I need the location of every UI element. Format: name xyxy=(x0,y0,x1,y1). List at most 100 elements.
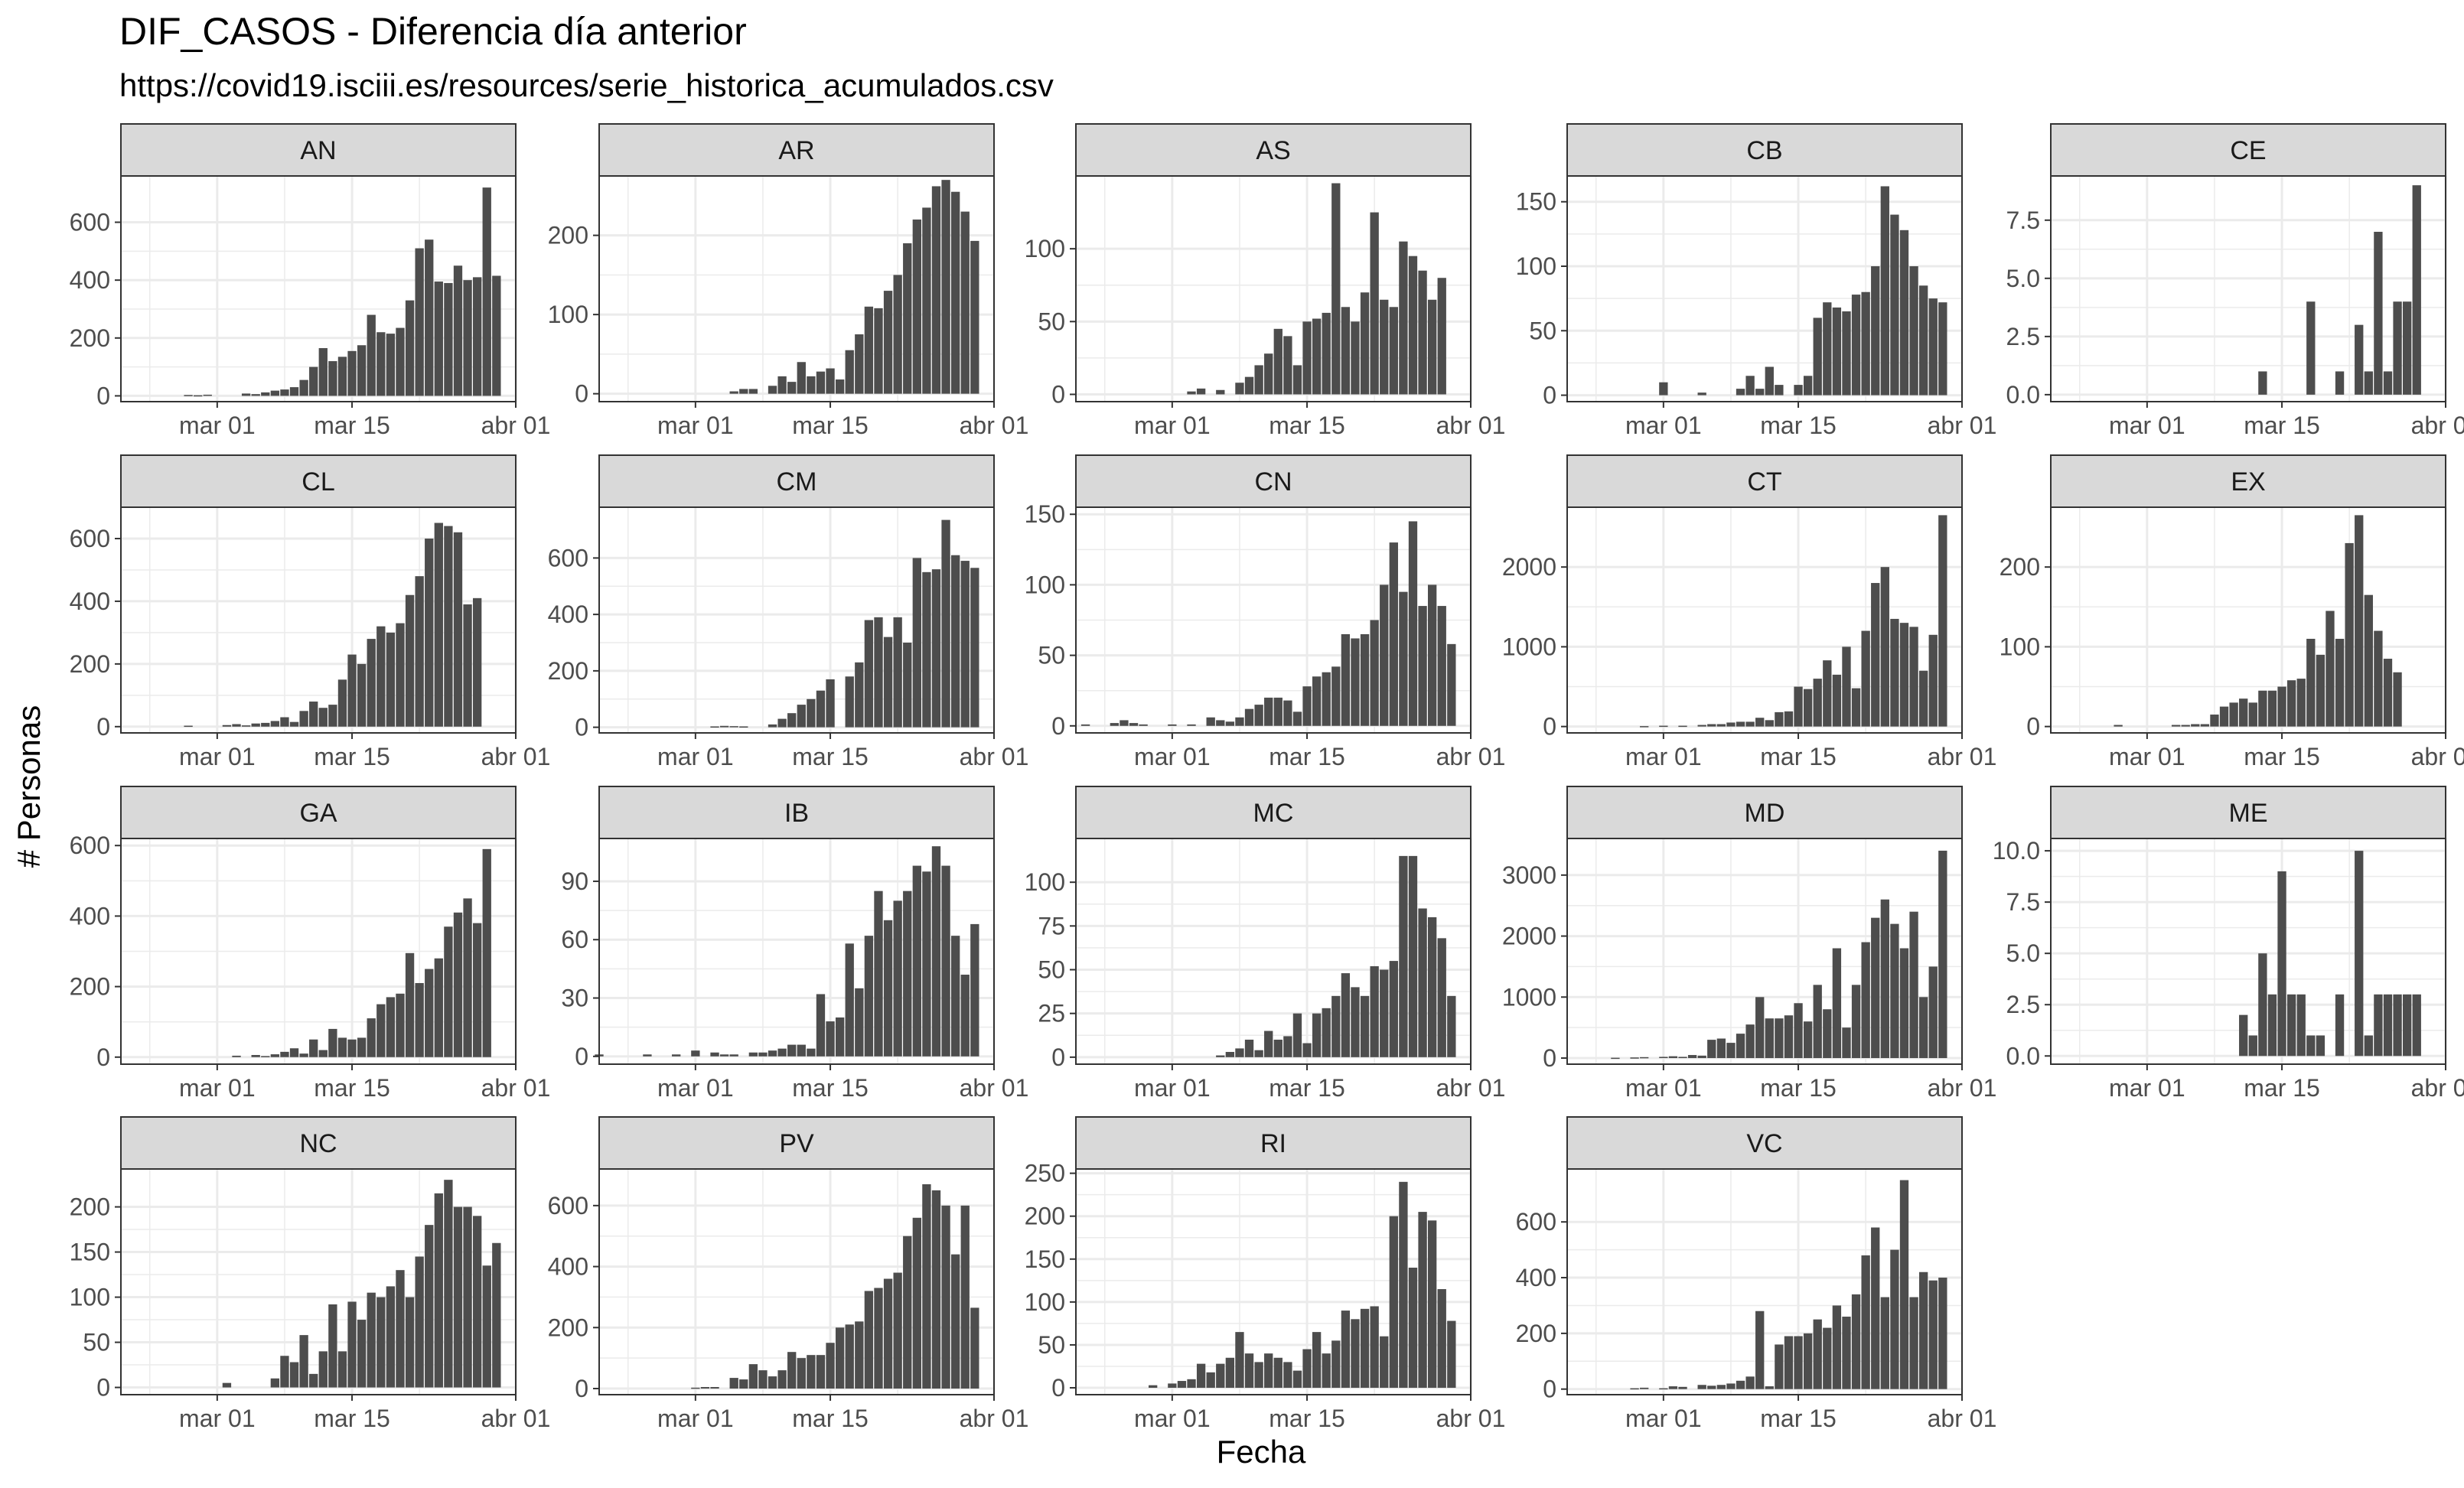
bar xyxy=(729,1054,738,1057)
bar xyxy=(318,1050,328,1057)
x-tick-label: mar 15 xyxy=(2244,743,2320,770)
facet-strip-label: AR xyxy=(778,136,814,165)
bar xyxy=(1630,1388,1639,1390)
y-tick-label: 90 xyxy=(561,868,588,895)
y-tick-label: 50 xyxy=(83,1329,110,1356)
y-tick-label: 100 xyxy=(1025,868,1065,896)
facet-strip xyxy=(1075,786,1472,839)
bar xyxy=(826,1343,835,1389)
bar xyxy=(1254,705,1263,726)
bar xyxy=(318,348,328,396)
y-tick-label: 0.0 xyxy=(2006,1042,2040,1070)
y-tick-label: 0 xyxy=(96,1044,110,1071)
bar xyxy=(1668,1056,1678,1059)
bar xyxy=(1755,389,1765,396)
facet-panel-cn: CN 0 50 100 150 mar 01 mar 15 abr 01 xyxy=(1025,454,1505,770)
bar xyxy=(1765,366,1774,396)
bar xyxy=(1736,389,1745,396)
bar xyxy=(251,394,260,396)
bar xyxy=(1380,584,1389,726)
bar xyxy=(950,555,960,728)
bar xyxy=(367,1292,376,1388)
bar xyxy=(405,594,415,727)
bar xyxy=(289,1048,299,1057)
bar xyxy=(482,848,491,1057)
panel-border xyxy=(1075,838,1472,1065)
bar xyxy=(855,988,864,1057)
bar xyxy=(1244,1353,1254,1389)
bar xyxy=(1842,311,1851,396)
y-tick-label: 0 xyxy=(1543,382,1556,409)
facet-strip-label: AN xyxy=(300,136,336,165)
bar xyxy=(2277,871,2286,1057)
bar xyxy=(643,1054,652,1057)
bar xyxy=(2316,1035,2325,1057)
bar xyxy=(1399,855,1408,1057)
bar xyxy=(1447,1320,1456,1389)
bar xyxy=(463,1206,472,1388)
bar xyxy=(280,717,289,727)
bar xyxy=(835,379,845,394)
bar xyxy=(2412,994,2421,1057)
panel-border xyxy=(1075,506,1472,734)
bar xyxy=(1447,643,1456,726)
bar xyxy=(1292,365,1302,395)
bar xyxy=(1765,720,1774,727)
y-tick-label: 0 xyxy=(96,713,110,741)
bar xyxy=(1408,1267,1418,1389)
bar xyxy=(941,519,950,728)
y-tick-label: 150 xyxy=(70,1239,110,1266)
facet-panel-ar: AR 0 100 200 mar 01 mar 15 abr 01 xyxy=(548,123,1028,439)
bar xyxy=(1794,1336,1803,1389)
bar xyxy=(328,1028,337,1057)
bar xyxy=(1803,1333,1813,1389)
y-tick-label: 50 xyxy=(1038,308,1065,335)
bar xyxy=(415,1256,424,1388)
y-tick-label: 0 xyxy=(96,382,110,409)
bar xyxy=(950,1254,960,1389)
bar xyxy=(1784,1336,1794,1389)
x-tick-label: abr 01 xyxy=(1436,1074,1506,1102)
bar xyxy=(1842,1027,1851,1059)
y-tick-label: 200 xyxy=(2000,553,2040,581)
bar xyxy=(1427,1220,1437,1389)
bar xyxy=(1360,292,1370,395)
bar xyxy=(2277,686,2286,727)
bar xyxy=(376,332,386,396)
bar xyxy=(2316,654,2325,727)
facet-strip xyxy=(1566,1116,1963,1170)
x-tick-label: mar 01 xyxy=(1625,743,1702,770)
bar xyxy=(1880,899,1889,1059)
bar xyxy=(2210,715,2219,727)
bar xyxy=(835,1327,845,1389)
bar xyxy=(1206,1372,1215,1389)
bar xyxy=(2393,994,2402,1057)
bar xyxy=(1813,679,1822,727)
facet-panel-ex: EX 0 100 200 mar 01 mar 15 abr 01 xyxy=(2000,454,2464,770)
bar xyxy=(434,523,443,727)
bar xyxy=(912,558,921,728)
bar xyxy=(2181,724,2190,727)
x-tick-label: mar 01 xyxy=(179,743,256,770)
panel-border xyxy=(598,1168,995,1395)
bar xyxy=(883,291,893,394)
bar xyxy=(357,1037,367,1057)
bar xyxy=(893,617,902,728)
chart-subtitle: https://covid19.isciii.es/resources/seri… xyxy=(119,67,1054,103)
bar xyxy=(768,1050,777,1057)
bar xyxy=(1351,987,1360,1057)
bar xyxy=(845,350,854,394)
bar xyxy=(386,997,396,1057)
bar xyxy=(1871,583,1880,727)
bar xyxy=(1254,365,1263,395)
bar xyxy=(425,538,434,727)
bar xyxy=(367,1018,376,1057)
bar xyxy=(1842,1317,1851,1389)
bar xyxy=(337,1351,347,1388)
bar xyxy=(1437,1289,1446,1389)
bar xyxy=(1899,623,1909,727)
facet-strip-label: CE xyxy=(2230,136,2266,165)
bar xyxy=(405,1297,415,1388)
facet-strip-label: CM xyxy=(777,467,817,497)
bar xyxy=(2191,724,2200,727)
